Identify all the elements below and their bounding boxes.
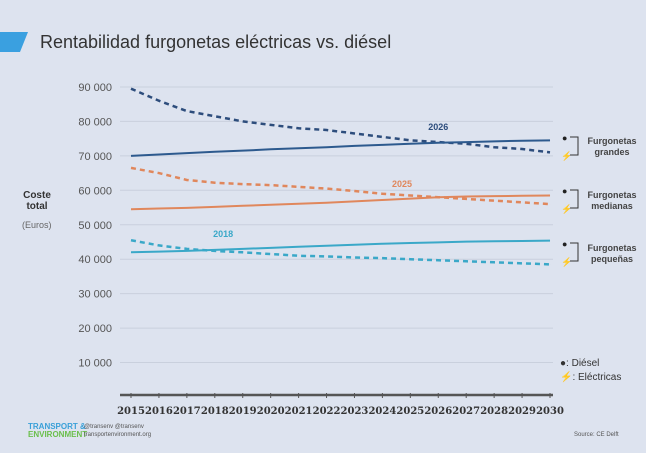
x-tick-label: 2018	[201, 406, 229, 417]
group-label-small: Furgonetas pequeñas	[587, 243, 637, 264]
x-tick-label: 2027	[452, 406, 480, 417]
social-links: @transenv @transenv transportenvironment…	[84, 423, 151, 439]
x-tick-label: 2016	[145, 406, 173, 417]
website-link[interactable]: transportenvironment.org	[84, 432, 152, 438]
fuel-drop-icon: ●	[562, 186, 567, 196]
x-tick-label: 2029	[508, 406, 536, 417]
x-tick-label: 2028	[480, 406, 508, 417]
group-bracket	[570, 189, 579, 209]
group-label-medium: Furgonetas medianas	[587, 190, 637, 211]
y-axis-label: Coste total	[23, 190, 51, 212]
lightning-icon: ⚡	[561, 203, 572, 215]
series-line-electric	[130, 139, 551, 157]
lightning-icon: ⚡	[561, 256, 572, 268]
y-tick-label: 70 000	[78, 151, 112, 163]
title-accent-bar	[0, 32, 28, 52]
group-bracket	[570, 136, 579, 156]
crossover-annotation: 2025	[392, 179, 412, 189]
x-tick-label: 2023	[341, 406, 369, 417]
source-note: Source: CE Delft	[574, 432, 619, 438]
facebook-handle[interactable]: @transenv	[114, 424, 144, 430]
te-logo: TRANSPORT & ENVIRONMENT	[28, 422, 88, 439]
series-line-diesel	[130, 239, 551, 266]
y-tick-label: 10 000	[78, 358, 112, 370]
x-tick-label: 2017	[173, 406, 201, 417]
legend-electric: ⚡: Eléctricas	[560, 372, 622, 383]
group-bracket	[570, 242, 579, 262]
x-tick-label: 2025	[396, 406, 424, 417]
y-tick-label: 30 000	[78, 289, 112, 301]
twitter-handle[interactable]: @transenv	[84, 424, 114, 430]
y-tick-label: 20 000	[78, 323, 112, 335]
fuel-drop-icon: ●	[562, 239, 567, 249]
x-tick-label: 2021	[285, 406, 313, 417]
x-tick-label: 2024	[368, 406, 396, 417]
crossover-annotation: 2018	[213, 229, 233, 239]
series-line-diesel	[130, 87, 551, 154]
group-label-large: Furgonetas grandes	[587, 136, 637, 157]
x-tick-label: 2030	[536, 406, 564, 417]
series-line-diesel	[130, 166, 551, 206]
fuel-drop-icon: ●	[562, 133, 567, 143]
y-tick-label: 40 000	[78, 254, 112, 266]
x-tick-label: 2020	[257, 406, 285, 417]
y-tick-label: 90 000	[78, 82, 112, 94]
x-tick-label: 2015	[117, 406, 145, 417]
chart-title: Rentabilidad furgonetas eléctricas vs. d…	[40, 32, 392, 52]
y-tick-label: 50 000	[78, 220, 112, 232]
y-axis-unit: (Euros)	[22, 220, 52, 230]
lightning-icon: ⚡	[561, 150, 572, 162]
y-tick-label: 80 000	[78, 116, 112, 128]
fuel-drop-icon: ●:	[560, 358, 572, 369]
series-line-electric	[130, 239, 551, 254]
crossover-annotation: 2026	[428, 122, 448, 132]
x-tick-label: 2022	[313, 406, 341, 417]
series-line-electric	[130, 194, 551, 211]
lightning-icon: ⚡:	[560, 372, 579, 383]
x-tick-label: 2019	[229, 406, 257, 417]
x-tick-label: 2026	[424, 406, 452, 417]
y-tick-label: 60 000	[78, 185, 112, 197]
legend-diesel: ●: Diésel	[560, 358, 600, 369]
